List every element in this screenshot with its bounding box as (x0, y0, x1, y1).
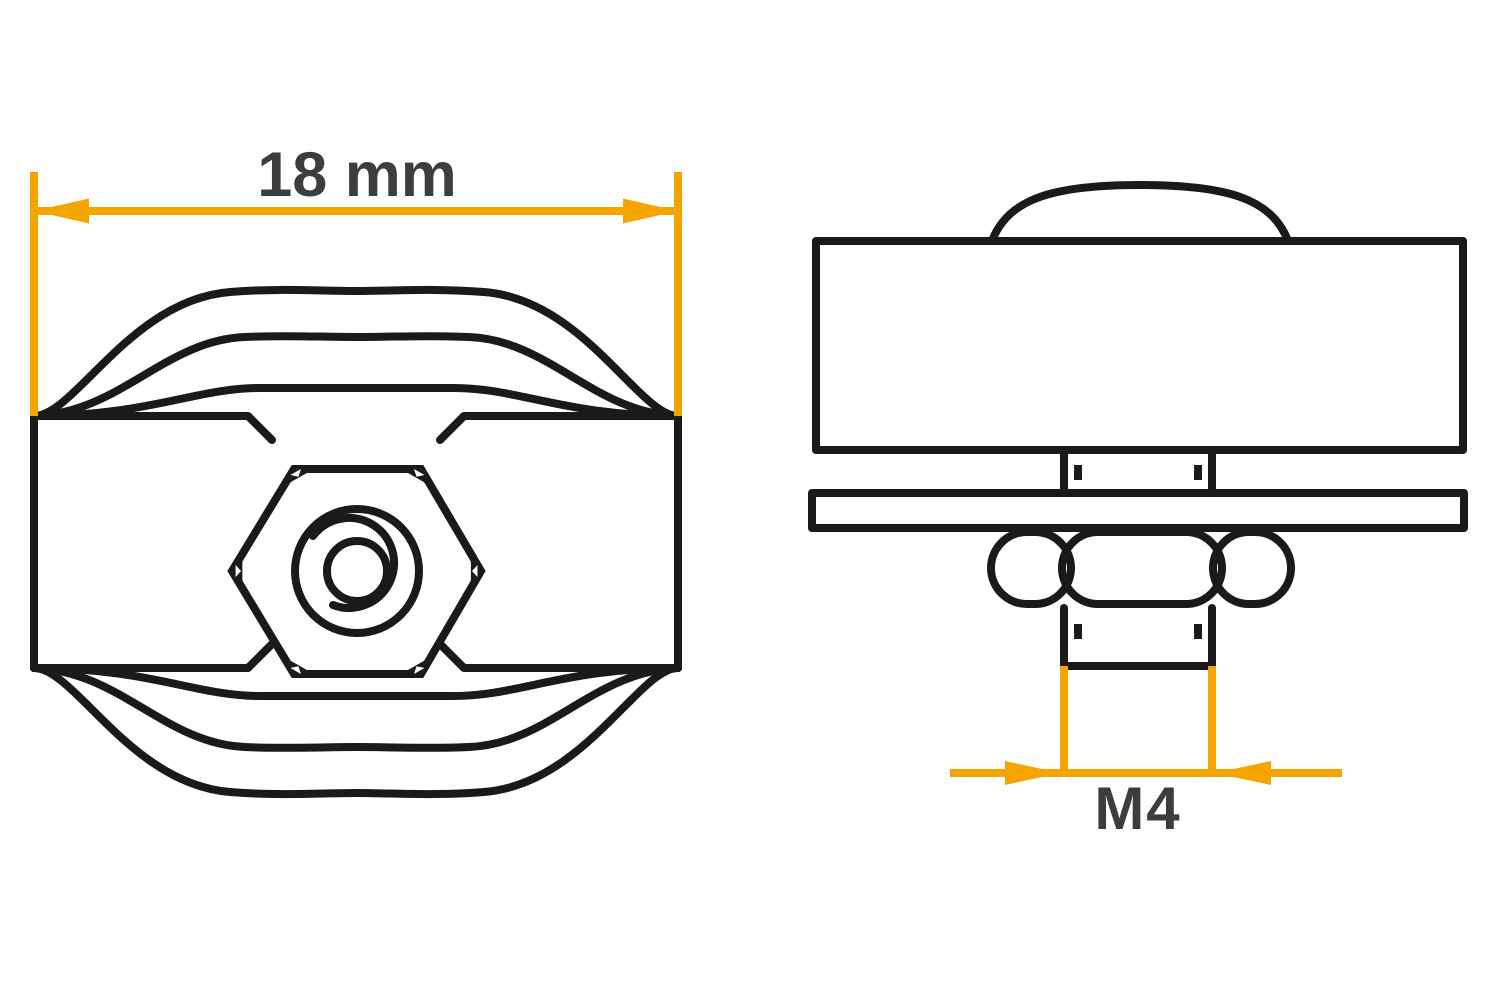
svg-text:M4: M4 (1094, 775, 1181, 842)
svg-text:18 mm: 18 mm (257, 140, 457, 210)
